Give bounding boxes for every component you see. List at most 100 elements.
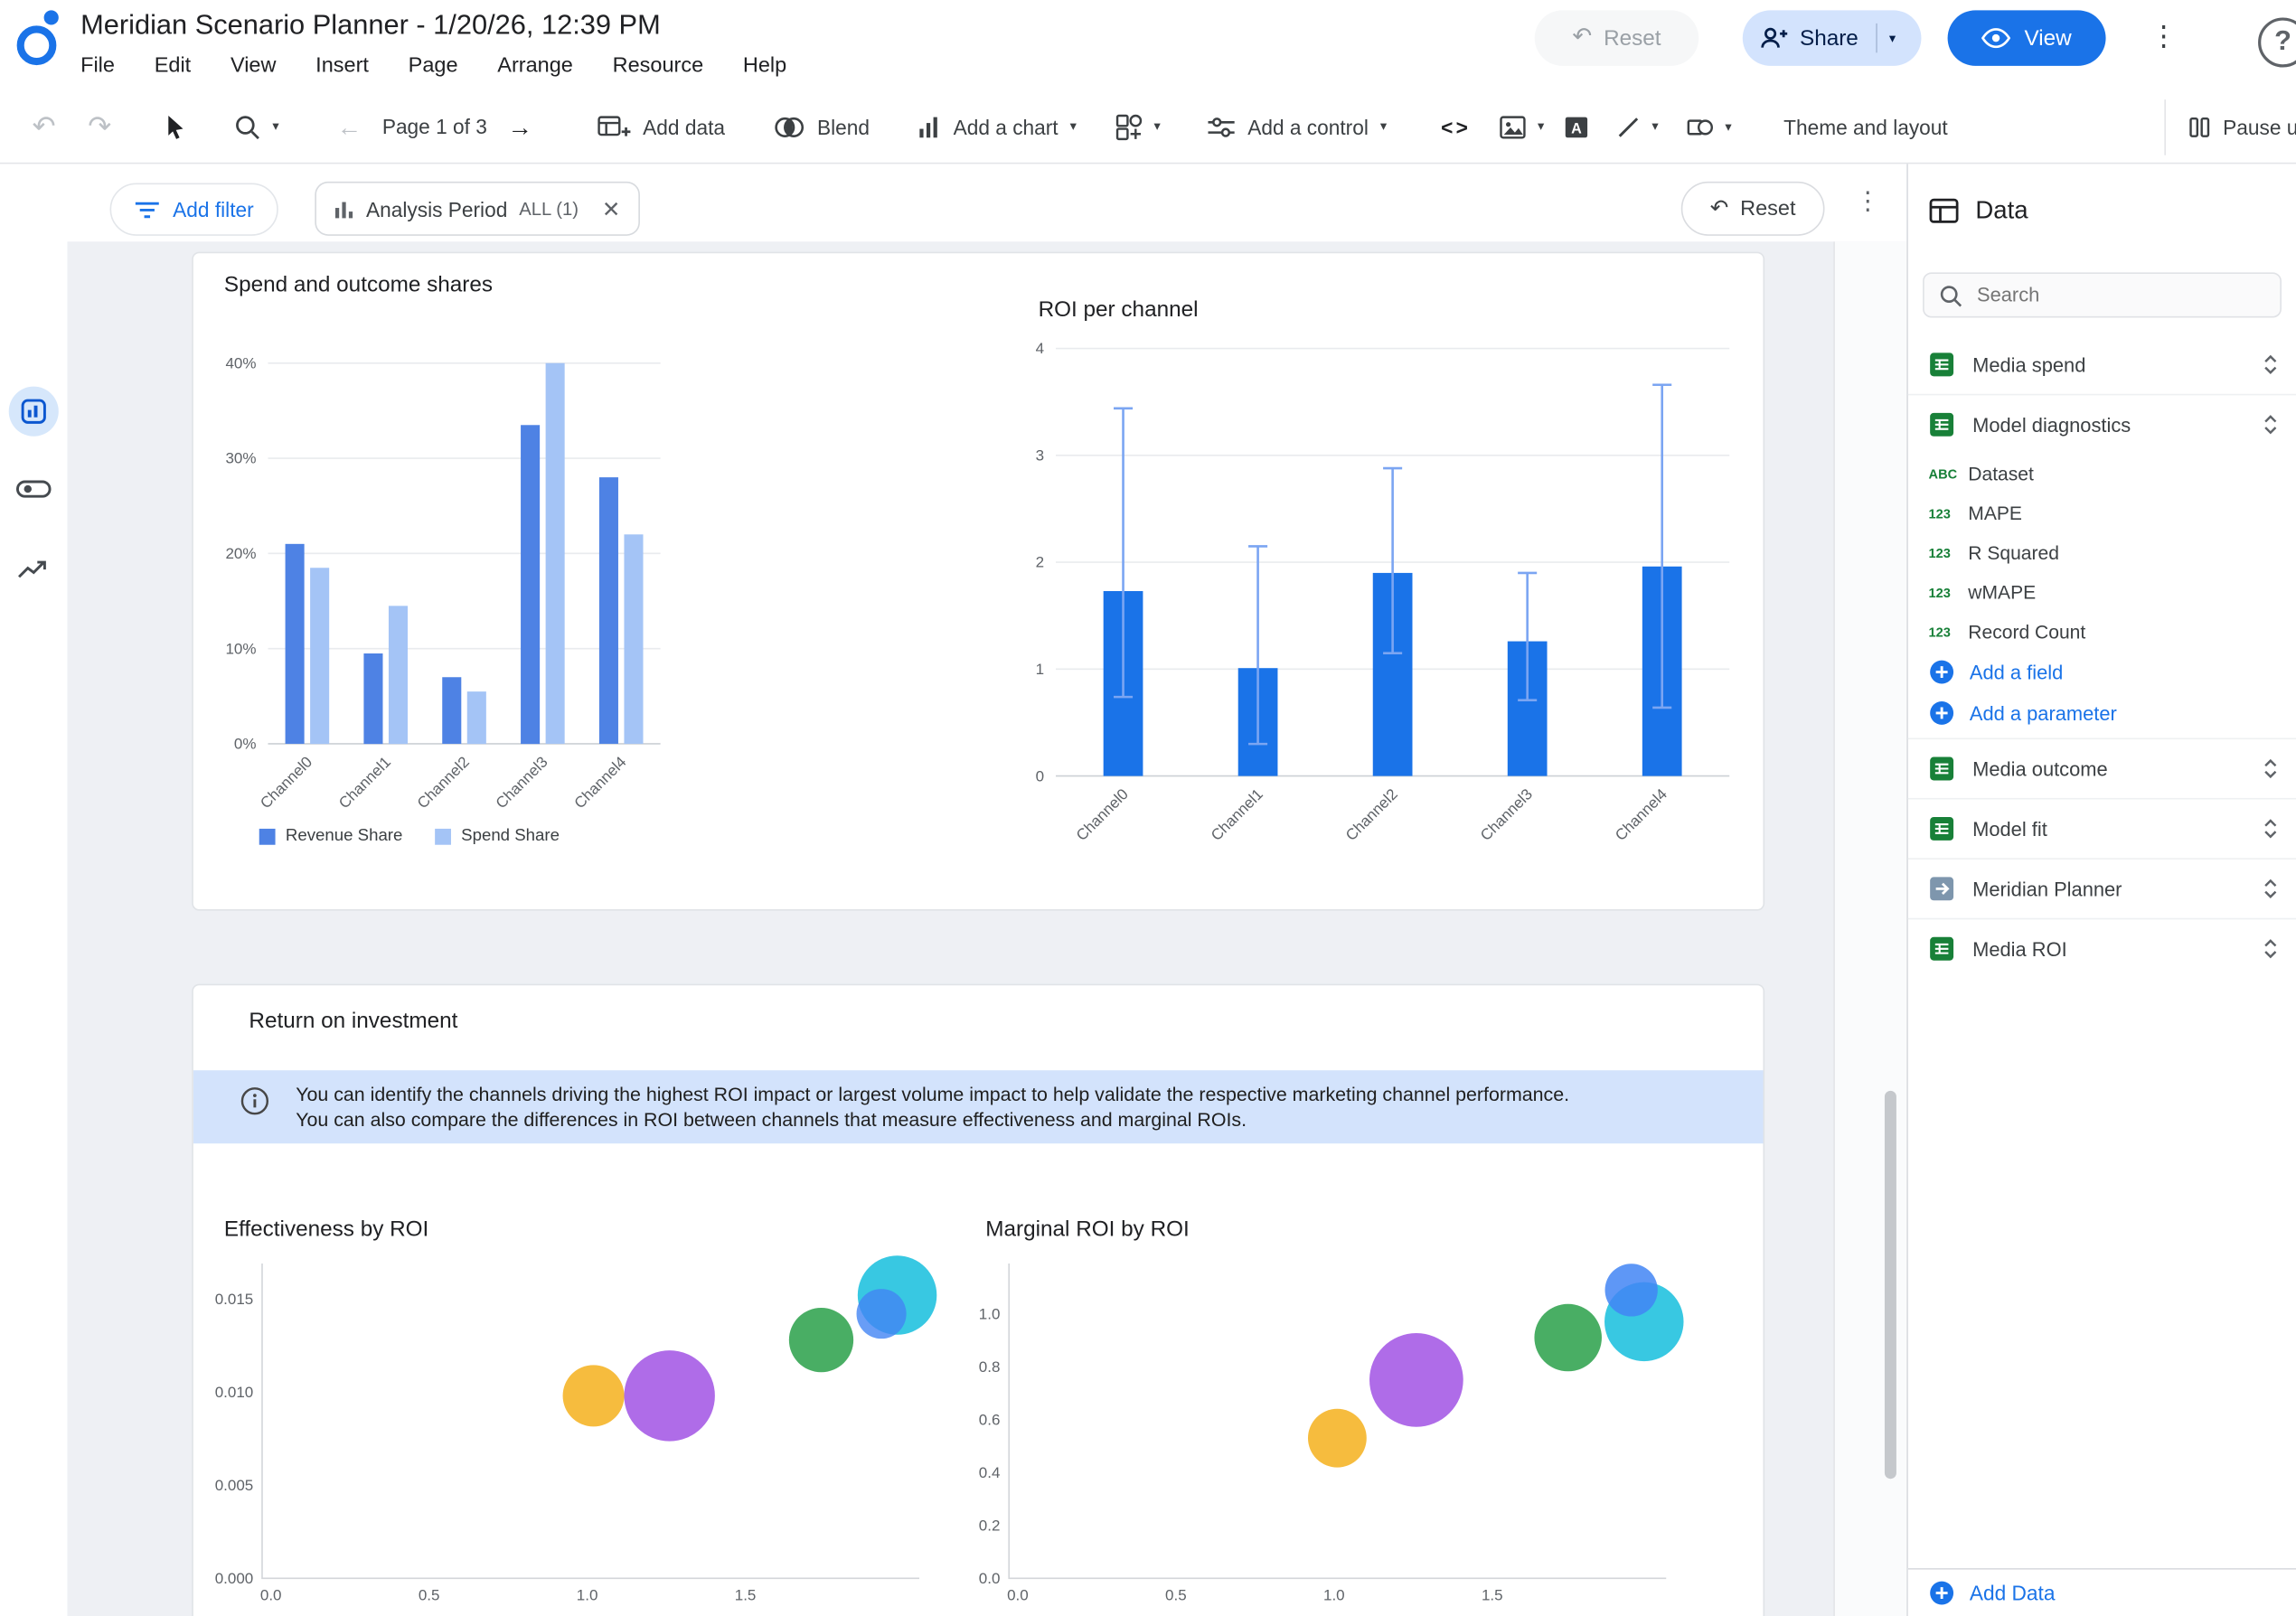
field-record-count[interactable]: 123 Record Count xyxy=(1908,612,2296,652)
vertical-scrollbar[interactable] xyxy=(1884,1090,1896,1480)
data-source-model-fit[interactable]: Model fit xyxy=(1907,797,2296,858)
pause-updates-button[interactable]: Pause u xyxy=(2188,115,2296,138)
theme-layout-button[interactable]: Theme and layout xyxy=(1783,115,1948,138)
page-indicator[interactable]: Page 1 of 3 xyxy=(381,115,487,139)
page-forward-icon[interactable]: → xyxy=(507,112,533,141)
data-panel-title: Data xyxy=(1975,196,2028,224)
add-data-bottom-label: Add Data xyxy=(1969,1581,2056,1605)
share-label: Share xyxy=(1799,25,1858,51)
community-viz-icon xyxy=(1115,113,1143,140)
looker-studio-logo-icon[interactable] xyxy=(12,5,64,80)
undo-button[interactable]: ↶ xyxy=(33,113,56,141)
unfold-less-icon[interactable] xyxy=(2263,413,2279,437)
sheet-icon xyxy=(1929,756,1955,782)
report-title[interactable]: Meridian Scenario Planner - 1/20/26, 12:… xyxy=(80,10,661,42)
share-dropdown-icon[interactable]: ▾ xyxy=(1888,30,1896,45)
cursor-icon xyxy=(164,114,187,140)
menu-view[interactable]: View xyxy=(230,53,277,78)
app-header: Meridian Scenario Planner - 1/20/26, 12:… xyxy=(0,0,2296,91)
roi-per-channel-chart[interactable]: 0 1 2 3 4 Channel0 Channel1 Channel2 Channel3 Cha… xyxy=(992,333,1753,885)
report-canvas: Spend and outcome shares 0% 10% 20% 30% 40% C… xyxy=(67,241,1907,1616)
field-r-squared[interactable]: 123 R Squared xyxy=(1908,533,2296,573)
shape-tool-button[interactable]: ▾ xyxy=(1687,114,1732,139)
field-mape[interactable]: 123 MAPE xyxy=(1908,493,2296,533)
line-tool-button[interactable]: ▾ xyxy=(1616,115,1659,138)
unfold-more-icon[interactable] xyxy=(2263,817,2279,841)
sidebar-item-trends[interactable] xyxy=(16,557,49,582)
filter-bar: Add filter Analysis Period ALL (1) ✕ ↶ R… xyxy=(67,164,1907,242)
data-source-media-spend[interactable]: Media spend xyxy=(1908,335,2296,394)
unfold-more-icon[interactable] xyxy=(2263,352,2279,376)
zoom-tool[interactable]: ▾ xyxy=(234,114,279,140)
svg-text:Channel1: Channel1 xyxy=(1208,785,1266,844)
menu-edit[interactable]: Edit xyxy=(154,53,192,78)
analysis-period-chip[interactable]: Analysis Period ALL (1) ✕ xyxy=(315,181,640,236)
sidebar-item-report[interactable] xyxy=(8,386,59,437)
person-add-icon xyxy=(1760,26,1788,50)
metric-type-icon: 123 xyxy=(1928,624,1951,640)
filter-reset-button[interactable]: ↶ Reset xyxy=(1680,181,1825,236)
svg-text:2: 2 xyxy=(1036,554,1044,571)
view-label: View xyxy=(2024,25,2072,51)
svg-text:0.000: 0.000 xyxy=(215,1570,254,1587)
menu-page[interactable]: Page xyxy=(408,53,458,78)
svg-text:1: 1 xyxy=(1036,661,1044,678)
view-button[interactable]: View xyxy=(1947,10,2106,66)
menu-arrange[interactable]: Arrange xyxy=(497,53,573,78)
spend-outcome-chart[interactable]: 0% 10% 20% 30% 40% Channel0 Channel1 Channel2 Ch… xyxy=(201,335,713,855)
add-community-viz-button[interactable]: ▾ xyxy=(1115,113,1161,140)
line-icon xyxy=(1616,115,1640,138)
svg-text:1.5: 1.5 xyxy=(1482,1587,1503,1604)
field-dataset[interactable]: ABC Dataset xyxy=(1908,454,2296,493)
sliders-icon xyxy=(1207,115,1236,138)
data-source-meridian-planner[interactable]: Meridian Planner xyxy=(1907,858,2296,917)
svg-text:Channel0: Channel0 xyxy=(1073,785,1132,844)
image-tool-button[interactable]: ▾ xyxy=(1500,115,1544,138)
info-icon xyxy=(240,1086,269,1115)
text-tool-button[interactable]: A xyxy=(1564,115,1589,138)
charts-card-shares-roi[interactable]: Spend and outcome shares 0% 10% 20% 30% 40% C… xyxy=(192,251,1765,911)
header-more-options-icon[interactable]: ⋮ xyxy=(2150,22,2178,53)
data-search-box[interactable] xyxy=(1923,272,2282,318)
marginal-roi-by-roi-chart[interactable]: 0.0 0.2 0.4 0.6 0.8 1.0 0.0 0.5 1.0 1.5 xyxy=(954,1254,1723,1616)
filter-bar-more-options-icon[interactable]: ⋮ xyxy=(1855,187,1881,216)
unfold-more-icon[interactable] xyxy=(2263,757,2279,781)
data-source-media-roi[interactable]: Media ROI xyxy=(1907,917,2296,978)
share-button[interactable]: Share ▾ xyxy=(1742,10,1922,66)
data-source-media-outcome[interactable]: Media outcome xyxy=(1907,738,2296,797)
help-icon[interactable]: ? xyxy=(2258,17,2296,68)
select-tool[interactable] xyxy=(164,114,187,140)
add-control-button[interactable]: Add a control ▾ xyxy=(1207,115,1387,138)
add-filter-button[interactable]: Add filter xyxy=(109,183,279,236)
search-input[interactable] xyxy=(1973,282,2244,308)
sidebar-item-controls[interactable] xyxy=(15,477,52,501)
return-on-investment-card[interactable]: Return on investment You can identify th… xyxy=(192,983,1765,1616)
add-chart-button[interactable]: Add a chart ▾ xyxy=(917,115,1077,138)
blend-button[interactable]: Blend xyxy=(773,115,870,138)
unfold-more-icon[interactable] xyxy=(2263,877,2279,900)
header-reset-button[interactable]: ↶ Reset xyxy=(1534,10,1699,66)
redo-button[interactable]: ↷ xyxy=(88,113,111,141)
add-data-button-bottom[interactable]: Add Data xyxy=(1907,1568,2296,1616)
add-parameter-button[interactable]: Add a parameter xyxy=(1908,692,2296,733)
menu-help[interactable]: Help xyxy=(742,53,787,78)
field-wmape[interactable]: 123 wMAPE xyxy=(1908,572,2296,612)
add-data-button[interactable]: Add data xyxy=(598,115,725,138)
close-icon[interactable]: ✕ xyxy=(601,196,621,222)
chart-icon xyxy=(917,115,942,138)
menu-insert[interactable]: Insert xyxy=(315,53,369,78)
svg-text:0.0: 0.0 xyxy=(260,1587,282,1604)
sheet-icon xyxy=(1929,411,1955,437)
chart-legend: Revenue Share Spend Share xyxy=(259,827,560,845)
menu-resource[interactable]: Resource xyxy=(612,53,704,78)
add-field-button[interactable]: Add a field xyxy=(1908,652,2296,692)
toolbar-divider xyxy=(2164,99,2166,155)
effectiveness-by-roi-chart[interactable]: 0.000 0.005 0.010 0.015 0.0 0.5 1.0 1.5 xyxy=(198,1254,966,1616)
data-source-label: Media spend xyxy=(1972,353,2086,376)
chevron-down-icon: ▾ xyxy=(1538,118,1545,134)
embed-code-button[interactable]: <> xyxy=(1441,115,1471,138)
page-back-icon[interactable]: ← xyxy=(336,112,362,141)
menu-file[interactable]: File xyxy=(80,53,115,78)
unfold-more-icon[interactable] xyxy=(2263,937,2279,961)
data-source-model-diagnostics[interactable]: Model diagnostics xyxy=(1907,393,2296,454)
